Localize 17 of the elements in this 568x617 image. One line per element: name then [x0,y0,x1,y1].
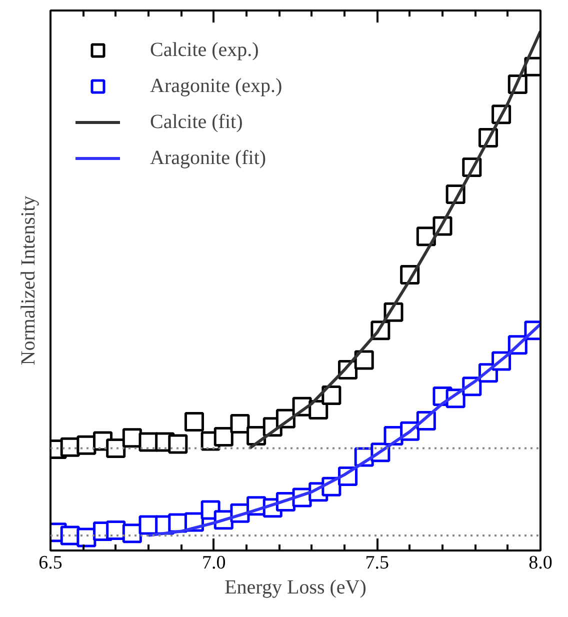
point [230,414,250,434]
y-axis-title: Normalized Intensity [18,196,40,366]
point [214,427,234,447]
x-tick-label: 8.0 [528,552,552,574]
legend-label: Aragonite (fit) [150,146,266,170]
x-tick-label: 6.5 [38,552,62,574]
legend-label: Calcite (fit) [150,110,243,134]
x-axis-title: Energy Loss (eV) [224,576,366,598]
point [322,386,342,405]
x-tick-label: 7.5 [365,552,390,574]
legend-label: Calcite (exp.) [150,38,259,62]
point [106,438,126,458]
point [354,350,374,370]
point [168,434,188,454]
x-tick-label: 7.0 [202,552,226,574]
point [184,412,204,432]
legend-label: Aragonite (exp.) [150,74,282,98]
